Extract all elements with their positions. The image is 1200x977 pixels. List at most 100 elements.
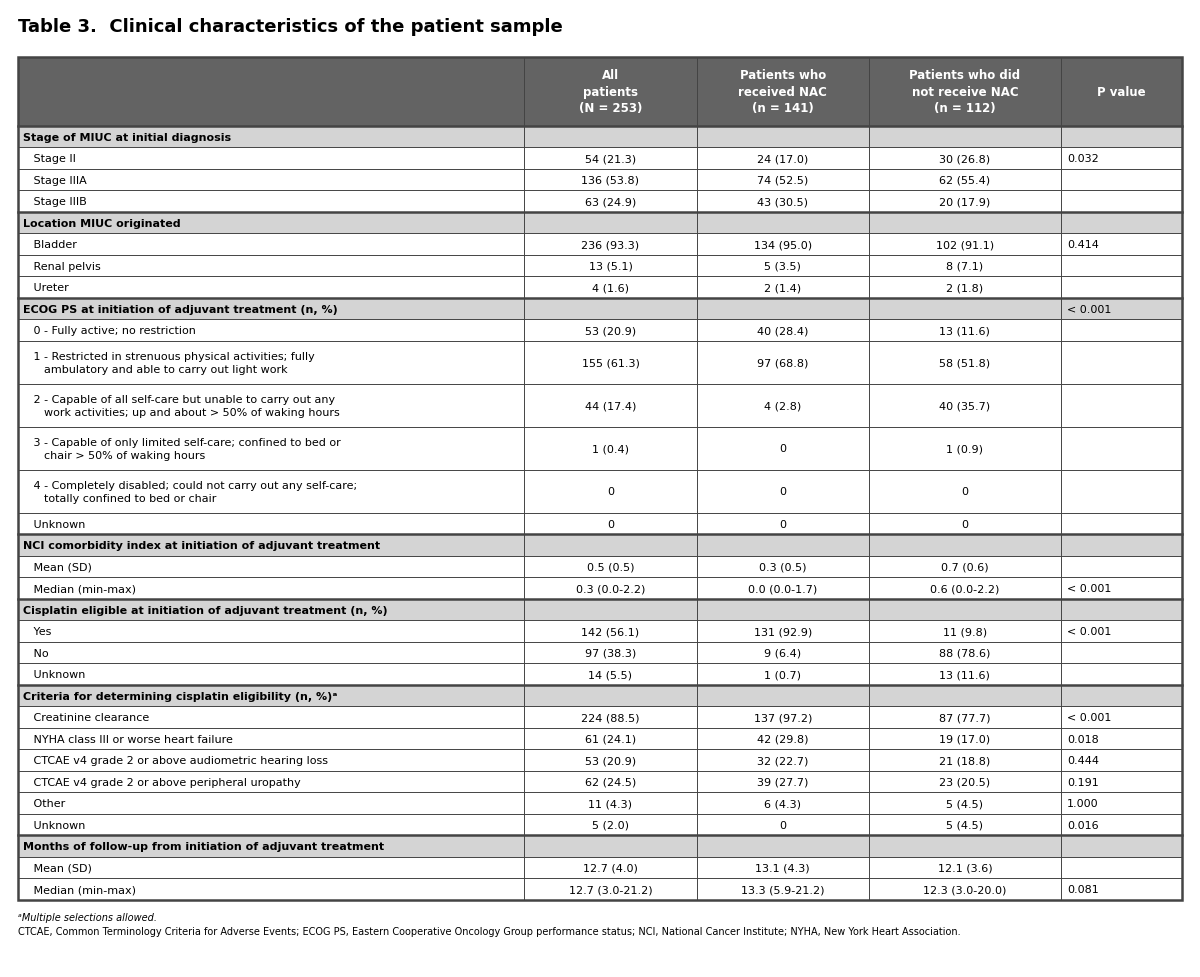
Text: 5 (4.5): 5 (4.5) (947, 798, 984, 808)
Bar (18, 58, 1182, 900)
Text: 58 (51.8): 58 (51.8) (940, 358, 990, 368)
Text: 0: 0 (779, 444, 786, 454)
Text: Cisplatin eligible at initiation of adjuvant treatment (n, %): Cisplatin eligible at initiation of adju… (23, 605, 388, 615)
Text: 13 (5.1): 13 (5.1) (588, 261, 632, 272)
Text: 63 (24.9): 63 (24.9) (584, 196, 636, 207)
Text: Creatinine clearance: Creatinine clearance (23, 712, 149, 722)
Text: CTCAE v4 grade 2 or above audiometric hearing loss: CTCAE v4 grade 2 or above audiometric he… (23, 755, 328, 765)
Text: 13 (11.6): 13 (11.6) (940, 669, 990, 679)
Text: 21 (18.8): 21 (18.8) (940, 755, 990, 765)
Text: 0.414: 0.414 (1067, 239, 1099, 250)
Text: < 0.001: < 0.001 (1067, 304, 1111, 315)
Text: Stage of MIUC at initial diagnosis: Stage of MIUC at initial diagnosis (23, 133, 232, 143)
Bar (18, 663, 1182, 685)
Bar (18, 835, 1182, 857)
Text: All
patients
(N = 253): All patients (N = 253) (578, 69, 642, 115)
Text: 0: 0 (961, 487, 968, 496)
Text: 30 (26.8): 30 (26.8) (940, 154, 990, 164)
Bar (18, 256, 1182, 277)
Text: 12.7 (4.0): 12.7 (4.0) (583, 863, 638, 872)
Bar (18, 299, 1182, 320)
Text: 1 (0.9): 1 (0.9) (947, 444, 984, 454)
Text: Patients who
received NAC
(n = 141): Patients who received NAC (n = 141) (738, 69, 827, 115)
Text: 142 (56.1): 142 (56.1) (582, 626, 640, 636)
Text: 11 (9.8): 11 (9.8) (943, 626, 986, 636)
Bar (18, 814, 1182, 835)
Text: 5 (4.5): 5 (4.5) (947, 820, 984, 829)
Text: 1 - Restricted in strenuous physical activities; fully
      ambulatory and able: 1 - Restricted in strenuous physical act… (23, 352, 314, 374)
Text: 13.1 (4.3): 13.1 (4.3) (756, 863, 810, 872)
Text: 4 (1.6): 4 (1.6) (592, 282, 629, 293)
Bar (18, 685, 1182, 706)
Bar (18, 384, 1182, 427)
Text: 0.3 (0.0-2.2): 0.3 (0.0-2.2) (576, 583, 646, 593)
Text: 43 (30.5): 43 (30.5) (757, 196, 809, 207)
Bar (18, 577, 1182, 599)
Text: 236 (93.3): 236 (93.3) (582, 239, 640, 250)
Text: 131 (92.9): 131 (92.9) (754, 626, 812, 636)
Text: 0.3 (0.5): 0.3 (0.5) (758, 562, 806, 572)
Text: 0.018: 0.018 (1067, 734, 1099, 743)
Bar (18, 728, 1182, 749)
Text: 61 (24.1): 61 (24.1) (584, 734, 636, 743)
Text: Months of follow-up from initiation of adjuvant treatment: Months of follow-up from initiation of a… (23, 841, 384, 851)
Text: 53 (20.9): 53 (20.9) (584, 755, 636, 765)
Text: 224 (88.5): 224 (88.5) (581, 712, 640, 722)
Text: 54 (21.3): 54 (21.3) (584, 154, 636, 164)
Text: 3 - Capable of only limited self-care; confined to bed or
      chair > 50% of w: 3 - Capable of only limited self-care; c… (23, 438, 341, 460)
Text: Renal pelvis: Renal pelvis (23, 261, 101, 272)
Text: 0.081: 0.081 (1067, 884, 1099, 894)
Text: 0.6 (0.0-2.2): 0.6 (0.0-2.2) (930, 583, 1000, 593)
Text: 0.191: 0.191 (1067, 777, 1099, 786)
Text: 0.7 (0.6): 0.7 (0.6) (941, 562, 989, 572)
Text: 2 (1.4): 2 (1.4) (764, 282, 802, 293)
Text: 1 (0.7): 1 (0.7) (764, 669, 802, 679)
Text: 44 (17.4): 44 (17.4) (584, 401, 636, 411)
Text: Yes: Yes (23, 626, 52, 636)
Text: 0: 0 (779, 487, 786, 496)
Text: 155 (61.3): 155 (61.3) (582, 358, 640, 368)
Text: 1.000: 1.000 (1067, 798, 1098, 808)
Bar (18, 706, 1182, 728)
Bar (18, 857, 1182, 878)
Text: 14 (5.5): 14 (5.5) (588, 669, 632, 679)
Text: 74 (52.5): 74 (52.5) (757, 175, 809, 186)
Bar (18, 234, 1182, 256)
Text: 39 (27.7): 39 (27.7) (757, 777, 809, 786)
Text: ECOG PS at initiation of adjuvant treatment (n, %): ECOG PS at initiation of adjuvant treatm… (23, 304, 337, 315)
Text: 8 (7.1): 8 (7.1) (947, 261, 984, 272)
Text: P value: P value (1097, 86, 1146, 99)
Text: Other: Other (23, 798, 65, 808)
Text: 97 (68.8): 97 (68.8) (757, 358, 809, 368)
Text: 23 (20.5): 23 (20.5) (940, 777, 990, 786)
Text: 102 (91.1): 102 (91.1) (936, 239, 994, 250)
Text: 2 - Capable of all self-care but unable to carry out any
      work activities; : 2 - Capable of all self-care but unable … (23, 395, 340, 417)
Text: 0.016: 0.016 (1067, 820, 1098, 829)
Text: 2 (1.8): 2 (1.8) (947, 282, 984, 293)
Bar (18, 556, 1182, 577)
Text: 134 (95.0): 134 (95.0) (754, 239, 812, 250)
Bar (18, 534, 1182, 556)
Bar (18, 320, 1182, 341)
Text: Median (min-max): Median (min-max) (23, 583, 136, 593)
Text: 97 (38.3): 97 (38.3) (584, 648, 636, 658)
Bar (18, 149, 1182, 170)
Text: 24 (17.0): 24 (17.0) (757, 154, 809, 164)
Text: 0: 0 (961, 519, 968, 529)
Bar (18, 771, 1182, 792)
Text: 40 (28.4): 40 (28.4) (757, 325, 809, 336)
Text: 0: 0 (779, 519, 786, 529)
Text: 87 (77.7): 87 (77.7) (940, 712, 991, 722)
Text: 19 (17.0): 19 (17.0) (940, 734, 990, 743)
Text: Table 3.  Clinical characteristics of the patient sample: Table 3. Clinical characteristics of the… (18, 18, 563, 36)
Text: Bladder: Bladder (23, 239, 77, 250)
Text: Stage IIIA: Stage IIIA (23, 175, 86, 186)
Text: 6 (4.3): 6 (4.3) (764, 798, 802, 808)
Text: 0 - Fully active; no restriction: 0 - Fully active; no restriction (23, 325, 196, 336)
Text: 12.3 (3.0-20.0): 12.3 (3.0-20.0) (923, 884, 1007, 894)
Text: Location MIUC originated: Location MIUC originated (23, 218, 181, 229)
Text: < 0.001: < 0.001 (1067, 583, 1111, 593)
Text: 137 (97.2): 137 (97.2) (754, 712, 812, 722)
Text: Patients who did
not receive NAC
(n = 112): Patients who did not receive NAC (n = 11… (910, 69, 1020, 115)
Bar (18, 513, 1182, 534)
